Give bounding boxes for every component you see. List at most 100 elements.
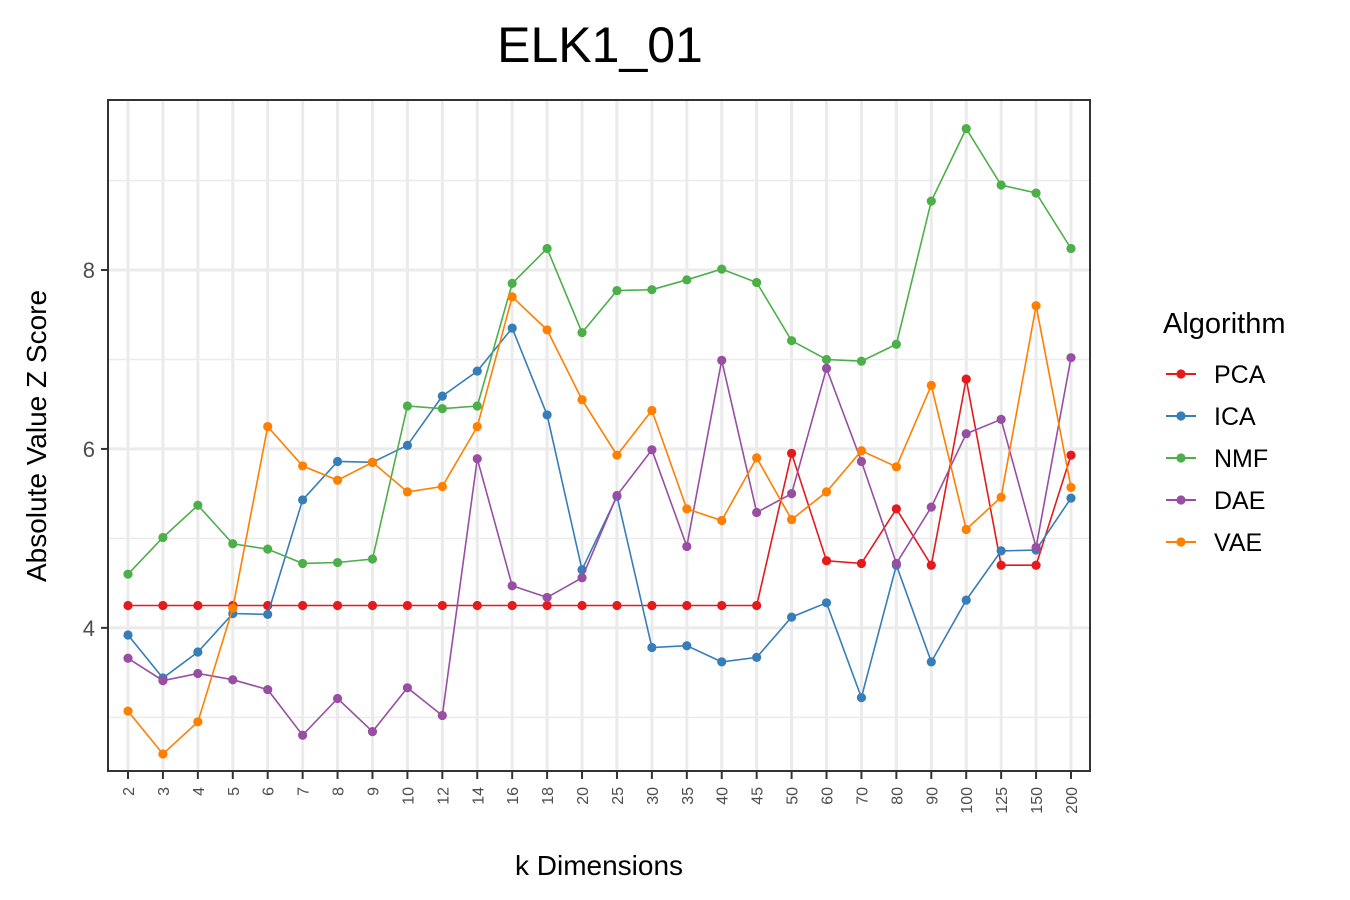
- data-point: [298, 730, 308, 740]
- data-point: [263, 684, 273, 695]
- data-point: [472, 401, 482, 411]
- data-point: [402, 440, 413, 450]
- data-point: [542, 410, 552, 420]
- legend-label: PCA: [1214, 361, 1266, 389]
- data-point: [577, 395, 587, 405]
- series-line-nmf: [127, 126, 1072, 575]
- x-tick-label: 70: [854, 787, 871, 805]
- data-point: [821, 487, 832, 497]
- data-point: [298, 558, 308, 569]
- data-point: [647, 600, 657, 611]
- data-point: [996, 560, 1006, 570]
- data-point: [612, 600, 622, 611]
- series-line-vae: [127, 295, 1072, 756]
- data-point: [193, 717, 203, 727]
- data-point: [786, 612, 797, 622]
- data-point: [577, 328, 587, 338]
- legend-item-pca: PCA: [1166, 361, 1266, 389]
- data-point: [1031, 560, 1041, 570]
- data-point: [856, 446, 867, 456]
- series-pca: [123, 374, 1076, 611]
- data-point: [996, 180, 1006, 190]
- data-point: [612, 285, 622, 296]
- data-point: [367, 554, 378, 564]
- y-axis-title: Absolute Value Z Score: [21, 290, 52, 582]
- data-point: [542, 592, 552, 603]
- data-point: [786, 448, 797, 458]
- legend-key-point: [1176, 453, 1186, 463]
- x-tick-label: 60: [820, 787, 837, 805]
- data-point: [402, 401, 413, 411]
- data-point: [367, 727, 378, 737]
- series-line-dae: [127, 357, 1072, 737]
- data-point: [786, 336, 797, 346]
- data-point: [926, 380, 936, 390]
- data-point: [1066, 243, 1076, 254]
- legend-title: Algorithm: [1163, 308, 1286, 340]
- data-point: [542, 600, 552, 611]
- data-point: [123, 706, 133, 716]
- data-point: [926, 196, 936, 206]
- data-point: [612, 450, 622, 460]
- x-tick-label: 20: [575, 787, 592, 805]
- series-line-ica: [127, 326, 1072, 701]
- legend-label: ICA: [1214, 403, 1256, 431]
- data-point: [402, 683, 413, 693]
- data-point: [332, 557, 343, 568]
- data-point: [298, 495, 308, 505]
- legend-key-point: [1176, 411, 1186, 421]
- data-point: [298, 600, 308, 611]
- x-tick-label: 5: [226, 787, 243, 796]
- data-point: [961, 429, 971, 439]
- data-point: [437, 404, 447, 414]
- series-layer: [123, 124, 1076, 759]
- data-point: [402, 487, 413, 497]
- data-point: [1031, 542, 1041, 552]
- x-tick-label: 7: [296, 787, 313, 796]
- x-tick-label: 16: [505, 787, 522, 805]
- data-point: [228, 675, 238, 685]
- y-axis: 4 6 8: [83, 258, 108, 641]
- series-line-pca: [128, 378, 1072, 607]
- data-point: [507, 278, 517, 289]
- x-axis-title: k Dimensions: [515, 850, 683, 881]
- data-point: [682, 504, 692, 514]
- data-point: [577, 573, 587, 583]
- data-point: [367, 600, 378, 611]
- data-point: [158, 532, 168, 543]
- x-tick-label: 90: [924, 787, 941, 805]
- data-point: [472, 600, 482, 611]
- data-point: [332, 475, 343, 485]
- data-point: [821, 363, 832, 373]
- chart-title: ELK1_01: [497, 17, 703, 73]
- x-tick-label: 150: [1029, 787, 1046, 814]
- data-point: [507, 581, 517, 591]
- x-tick-label: 30: [645, 787, 662, 805]
- data-point: [926, 502, 936, 512]
- data-point: [123, 653, 133, 663]
- data-point: [961, 374, 971, 384]
- data-point: [158, 676, 168, 686]
- data-point: [996, 414, 1006, 424]
- x-tick-label: 2: [121, 787, 138, 796]
- data-point: [752, 652, 762, 662]
- y-tick-label: 8: [83, 258, 95, 283]
- legend-item-vae: VAE: [1166, 529, 1262, 557]
- data-point: [332, 456, 343, 467]
- legend-label: DAE: [1214, 487, 1265, 515]
- data-point: [891, 462, 901, 472]
- data-point: [647, 642, 657, 653]
- x-tick-label: 100: [959, 787, 976, 814]
- data-point: [682, 275, 692, 285]
- x-tick-label: 125: [994, 787, 1011, 814]
- x-tick-label: 4: [191, 787, 208, 796]
- data-point: [752, 453, 762, 463]
- data-point: [123, 600, 133, 611]
- data-point: [437, 710, 447, 721]
- data-point: [263, 609, 273, 620]
- data-point: [228, 539, 238, 549]
- legend-key-point: [1176, 369, 1186, 379]
- data-point: [647, 285, 657, 295]
- data-point: [647, 445, 657, 455]
